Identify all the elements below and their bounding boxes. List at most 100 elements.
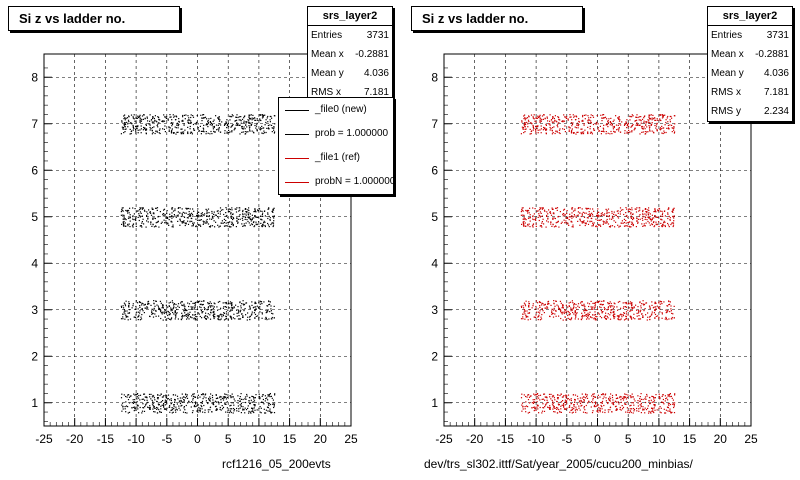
scatter-point — [162, 213, 164, 215]
scatter-point — [259, 114, 261, 116]
scatter-point — [229, 119, 231, 121]
scatter-point — [159, 132, 161, 135]
scatter-point — [197, 301, 199, 304]
legend-line — [285, 134, 309, 135]
scatter-point — [614, 400, 616, 402]
scatter-point — [225, 303, 227, 305]
scatter-point — [231, 318, 233, 320]
scatter-point — [132, 116, 134, 118]
scatter-point — [173, 304, 175, 306]
scatter-point — [236, 124, 238, 126]
scatter-point — [158, 116, 160, 118]
scatter-point — [269, 403, 272, 406]
scatter-point — [205, 318, 207, 320]
scatter-point — [607, 303, 609, 305]
scatter-point — [143, 312, 145, 314]
scatter-point — [629, 410, 632, 412]
scatter-point — [142, 129, 144, 131]
scatter-point — [619, 314, 621, 316]
scatter-point — [204, 315, 206, 317]
scatter-point — [265, 119, 267, 121]
scatter-point — [537, 405, 539, 407]
scatter-point — [653, 217, 655, 219]
scatter-point — [175, 411, 177, 413]
scatter-point — [193, 222, 195, 224]
scatter-point — [172, 224, 174, 226]
scatter-point — [521, 207, 523, 209]
scatter-point — [127, 399, 130, 401]
scatter-point — [637, 218, 639, 220]
scatter-point — [560, 309, 562, 311]
scatter-point — [245, 214, 247, 216]
scatter-point — [622, 396, 624, 398]
scatter-point — [639, 119, 641, 121]
scatter-point — [271, 222, 273, 224]
scatter-point — [199, 409, 201, 411]
scatter-point — [645, 398, 647, 400]
scatter-point — [227, 303, 229, 305]
scatter-point — [132, 215, 134, 217]
scatter-point — [251, 214, 253, 216]
scatter-point — [153, 407, 155, 409]
scatter-point — [176, 124, 178, 126]
scatter-point — [639, 407, 641, 409]
scatter-point — [587, 402, 589, 404]
scatter-point — [230, 411, 232, 414]
scatter-point — [565, 220, 567, 222]
scatter-point — [132, 402, 135, 404]
scatter-point — [213, 213, 215, 215]
scatter-point — [577, 318, 579, 320]
scatter-point — [621, 316, 623, 318]
scatter-point — [558, 409, 560, 411]
scatter-points — [120, 114, 276, 414]
scatter-point — [532, 126, 534, 129]
scatter-point — [633, 404, 635, 406]
scatter-point — [570, 403, 572, 405]
scatter-point — [213, 130, 215, 132]
scatter-point — [233, 410, 235, 412]
scatter-point — [146, 215, 148, 217]
scatter-point — [649, 403, 651, 405]
scatter-point — [549, 114, 551, 116]
scatter-point — [582, 116, 584, 118]
scatter-point — [259, 308, 261, 310]
scatter-point — [625, 313, 628, 315]
scatter-point — [601, 402, 603, 404]
scatter-point — [571, 300, 573, 302]
scatter-point — [254, 302, 256, 305]
scatter-point — [152, 394, 154, 397]
scatter-point — [653, 411, 655, 414]
scatter-point — [188, 117, 190, 119]
scatter-point — [226, 318, 228, 320]
scatter-point — [606, 221, 608, 223]
scatter-point — [626, 318, 628, 320]
scatter-point — [261, 214, 263, 216]
scatter-point — [535, 316, 537, 318]
scatter-point — [174, 208, 176, 210]
scatter-point — [135, 130, 137, 132]
scatter-point — [667, 213, 669, 215]
scatter-point — [590, 120, 592, 122]
scatter-point — [174, 310, 176, 312]
scatter-point — [225, 207, 227, 209]
scatter-point — [637, 400, 639, 402]
scatter-point — [631, 130, 633, 132]
scatter-point — [604, 411, 606, 414]
stats-box-left: srs_layer2 Entries 3731 Mean x -0.2881 Mea… — [307, 6, 393, 103]
scatter-point — [555, 120, 557, 122]
scatter-point — [639, 404, 641, 406]
scatter-point — [155, 309, 157, 312]
scatter-point — [124, 131, 126, 133]
scatter-point — [533, 114, 535, 116]
scatter-point — [572, 210, 575, 212]
scatter-point — [607, 306, 610, 308]
scatter-point — [587, 121, 589, 124]
scatter-point — [610, 306, 612, 308]
legend-line — [285, 110, 309, 111]
scatter-point — [636, 407, 638, 410]
scatter-point — [528, 223, 530, 225]
scatter-point — [613, 316, 615, 318]
scatter-point — [615, 115, 617, 117]
scatter-point — [613, 310, 615, 312]
scatter-point — [121, 223, 123, 225]
